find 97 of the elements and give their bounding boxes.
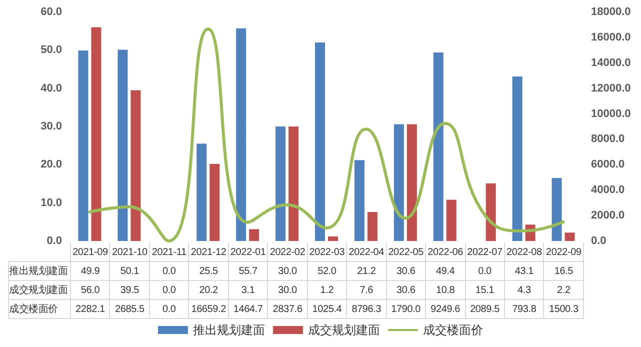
data-label: 2.2 (544, 280, 584, 300)
data-label: 1.2 (307, 280, 347, 300)
data-label: 55.7 (228, 262, 268, 280)
data-label: 0.0 (149, 280, 189, 300)
bar (249, 229, 260, 241)
data-label: 2282.1 (70, 300, 110, 318)
y2-tick-label: 0.0 (591, 235, 606, 247)
y2-tick-label: 18000.0 (591, 6, 631, 18)
bar (78, 50, 88, 241)
data-label: 30.6 (386, 262, 426, 280)
legend-label: 推出规划建面 (193, 323, 265, 337)
x-tick-label: 2022-07 (465, 243, 504, 262)
bar (118, 50, 128, 241)
x-tick-label: 2021-11 (149, 243, 189, 262)
data-label: 30.0 (268, 280, 308, 300)
y2-tick-label: 4000.0 (591, 184, 625, 196)
data-label: 43.1 (504, 262, 544, 280)
data-label: 9249.6 (426, 300, 466, 318)
y-tick-label: 40.0 (40, 82, 62, 94)
data-label: 10.8 (426, 280, 466, 300)
data-label: 8796.3 (346, 300, 386, 318)
y-tick-label: 20.0 (40, 158, 62, 171)
y2-tick-label: 16000.0 (591, 31, 631, 44)
bar (486, 183, 496, 241)
data-label: 20.2 (188, 280, 228, 300)
data-label: 0.0 (149, 300, 189, 318)
y2-tick-label: 2000.0 (591, 210, 625, 222)
data-label: 50.1 (110, 262, 150, 280)
bar (367, 212, 378, 241)
data-label: 7.6 (346, 280, 386, 300)
x-tick-label: 2022-03 (307, 243, 347, 262)
bar (433, 52, 444, 241)
data-label: 49.9 (70, 262, 110, 280)
data-label: 30.6 (386, 280, 426, 300)
bar (276, 126, 286, 241)
bar (315, 42, 325, 241)
y-tick-label: 10.0 (40, 196, 62, 209)
x-tick-label: 2022-04 (346, 243, 386, 262)
x-tick-label: 2021-10 (110, 243, 150, 262)
data-label: 16.5 (544, 262, 584, 280)
line-series (88, 28, 565, 242)
data-label: 25.5 (188, 262, 228, 280)
data-label: 52.0 (307, 262, 347, 280)
y-tick-label: 30.0 (40, 120, 62, 132)
data-label: 3.1 (228, 280, 268, 300)
data-label: 793.8 (504, 300, 544, 318)
data-label: 2089.5 (465, 300, 504, 318)
data-label: 15.1 (465, 280, 504, 300)
bar (236, 28, 246, 241)
x-tick-label: 2022-05 (386, 243, 426, 262)
bar (91, 27, 102, 241)
y2-tick-label: 6000.0 (591, 158, 625, 171)
bar (130, 90, 141, 241)
text: 成交规划建面 (9, 285, 68, 296)
y2-tick-label: 14000.0 (591, 56, 631, 69)
data-label: 39.5 (110, 280, 150, 300)
y2-tick-label: 10000.0 (591, 108, 631, 120)
x-tick-label: 2022-02 (268, 243, 308, 262)
bar (406, 124, 417, 241)
x-tick-label: 2021-09 (70, 243, 110, 262)
y-tick-label: 50.0 (40, 44, 62, 56)
data-label: 30.0 (268, 262, 308, 280)
y-tick-label: 60.0 (40, 6, 62, 18)
bar (552, 178, 562, 241)
data-label: 56.0 (70, 280, 110, 300)
bar (288, 126, 299, 241)
bar (512, 76, 522, 241)
data-label: 0.0 (149, 262, 189, 280)
x-tick-label: 2022-09 (544, 243, 584, 262)
x-tick-label: 2022-06 (426, 243, 466, 262)
bar (328, 236, 338, 241)
bar (210, 164, 220, 241)
data-label: 49.4 (426, 262, 466, 280)
bar (446, 200, 456, 241)
legend-label: 成交楼面价 (423, 323, 483, 337)
data-label: 2837.6 (268, 300, 308, 318)
x-tick-label: 2021-12 (188, 243, 228, 262)
x-tick-label: 2022-01 (228, 243, 268, 262)
bar (354, 160, 364, 241)
y2-tick-label: 8000.0 (591, 133, 625, 146)
data-label: 21.2 (346, 262, 386, 280)
data-label: 1790.0 (386, 300, 426, 318)
data-label: 1025.4 (307, 300, 347, 318)
text: 成交楼面价 (9, 304, 58, 315)
data-label: 16659.2 (188, 300, 228, 318)
data-label: 1500.3 (544, 300, 584, 318)
y2-tick-label: 12000.0 (591, 82, 631, 94)
bar (564, 232, 575, 241)
data-label: 2685.5 (110, 300, 150, 318)
x-tick-label: 2022-08 (504, 243, 544, 262)
y-tick-label: 0.0 (46, 235, 62, 247)
bar (196, 144, 207, 241)
data-label: 4.3 (504, 280, 544, 300)
legend-label: 成交规划建面 (308, 323, 380, 337)
bar (394, 124, 404, 241)
data-label: 0.0 (465, 262, 504, 280)
data-label: 1464.7 (228, 300, 268, 318)
